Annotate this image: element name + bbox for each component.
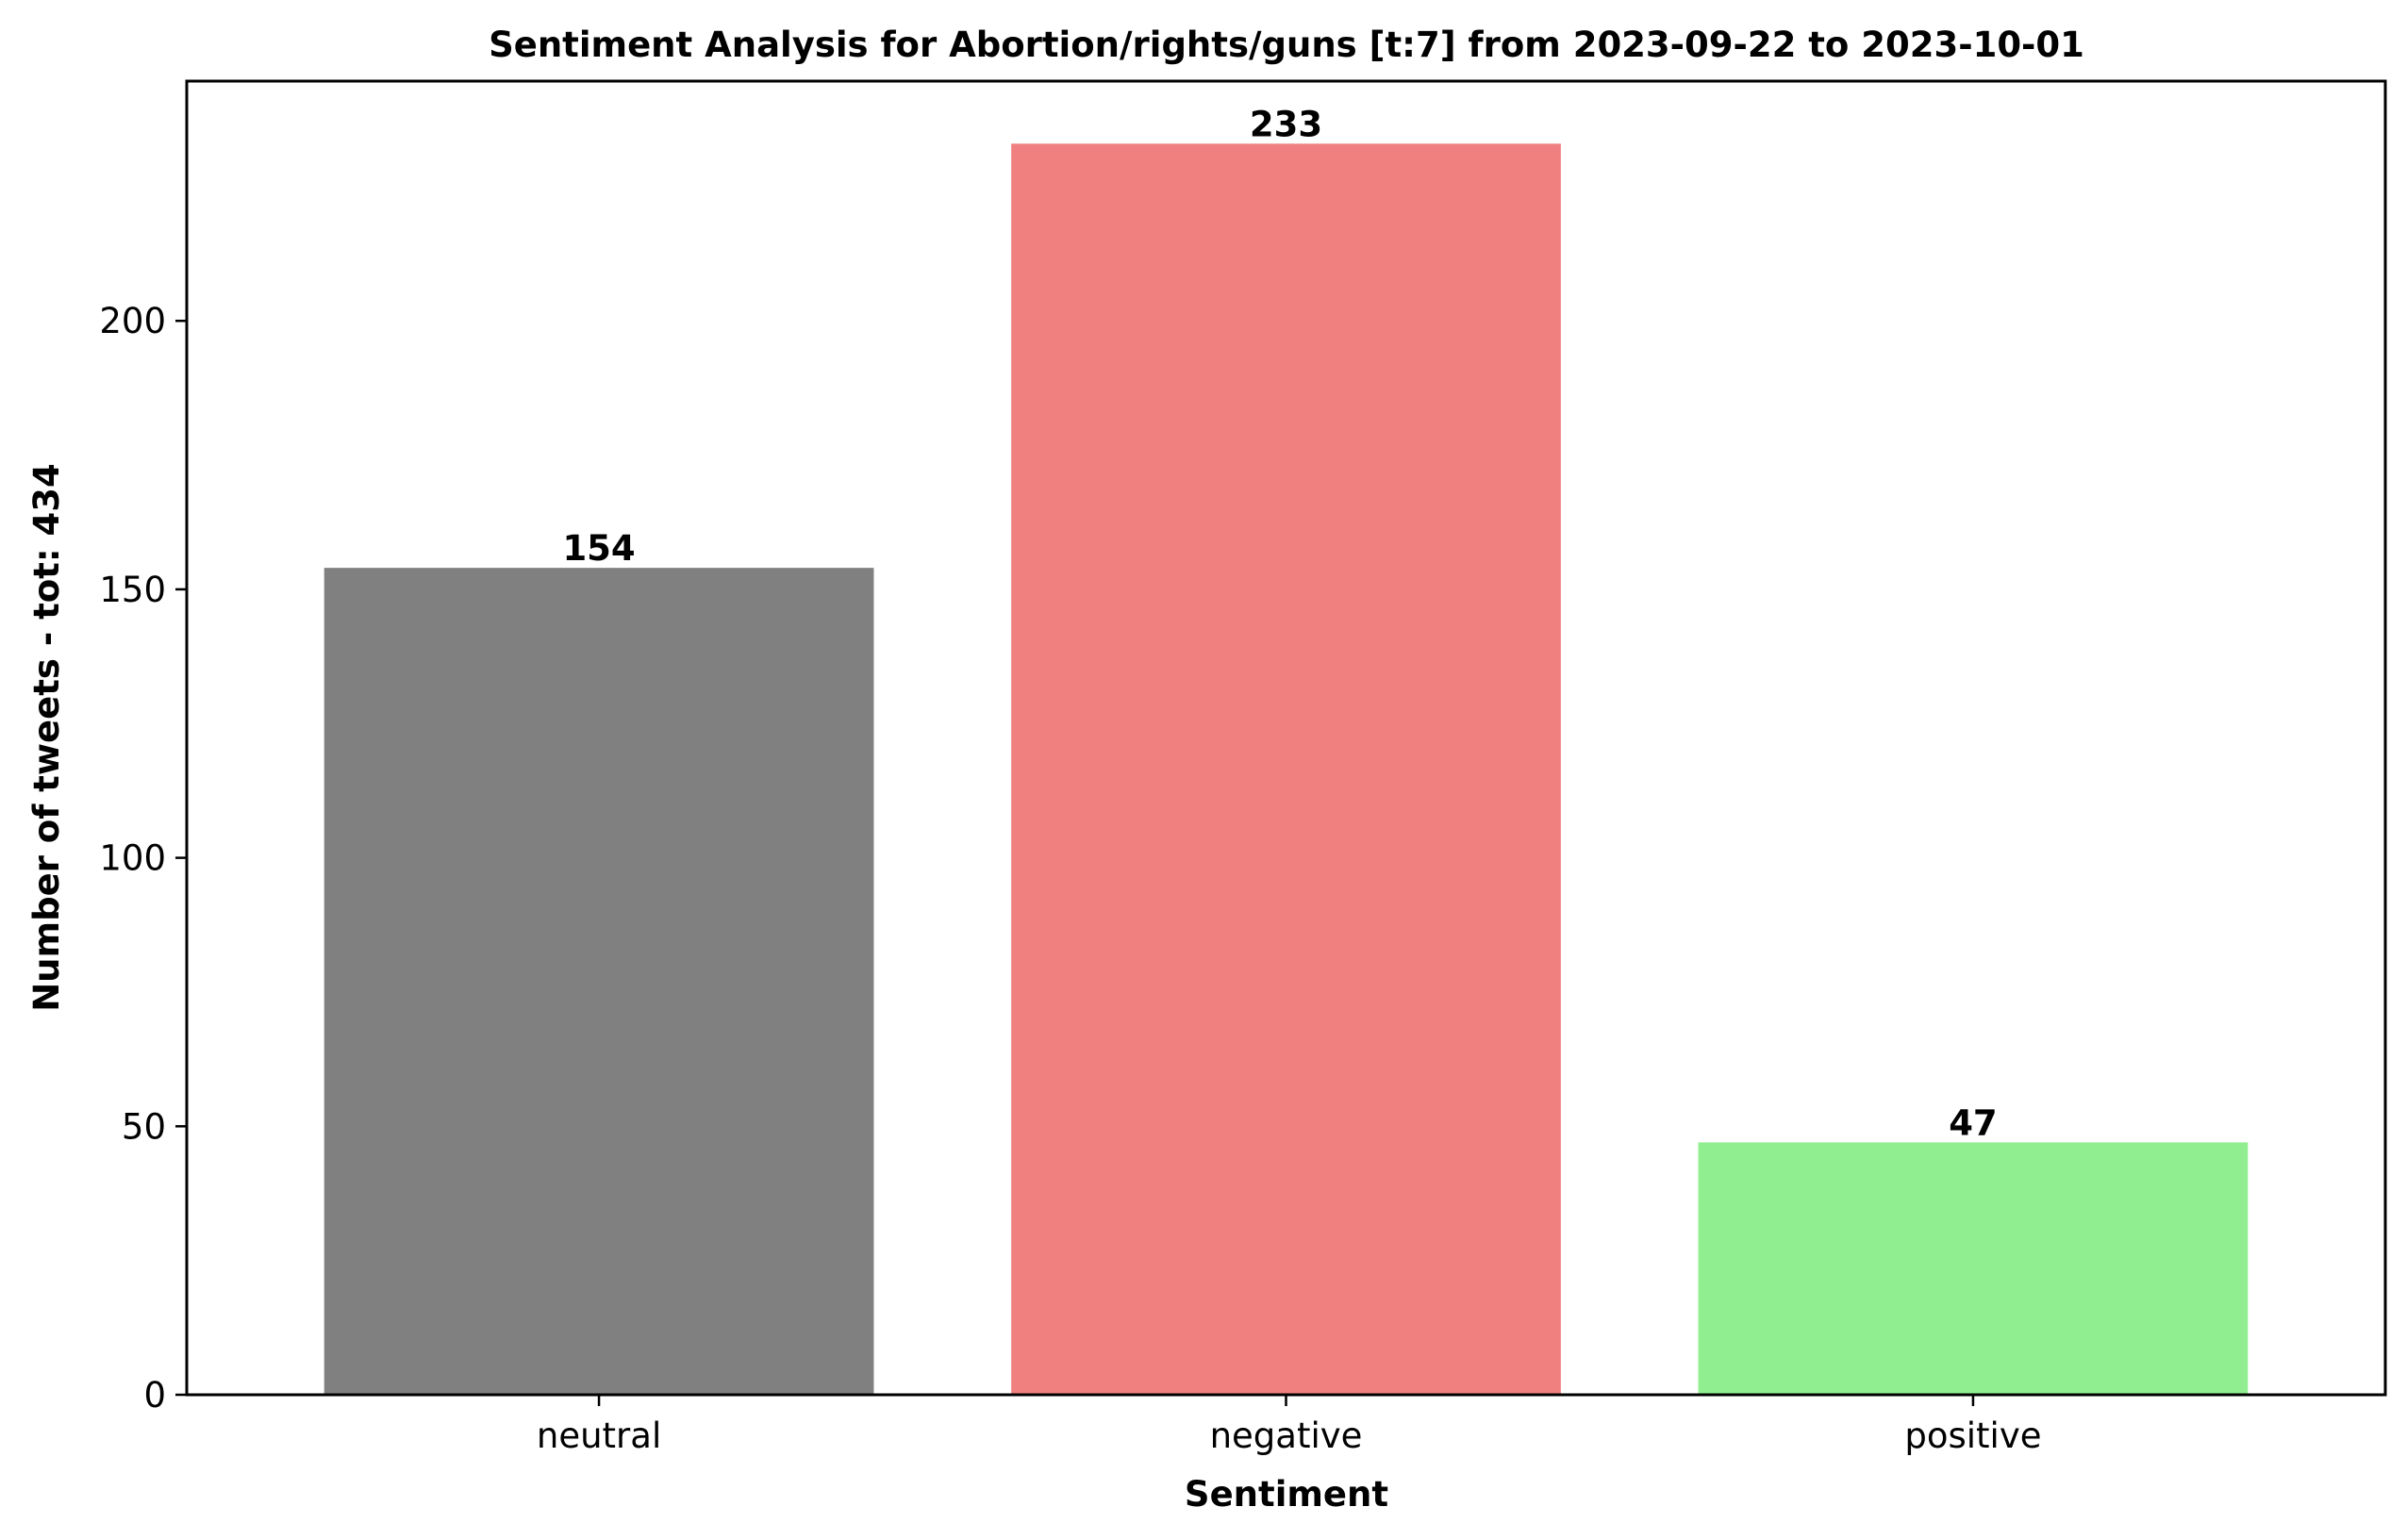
x-tick-label-neutral: neutral <box>537 1416 661 1456</box>
data-labels-group: 154 233 47 <box>562 104 1997 1143</box>
bar-negative <box>1011 143 1561 1395</box>
x-tick-label-negative: negative <box>1210 1416 1363 1456</box>
chart-title: Sentiment Analysis for Abortion/rights/g… <box>489 25 2084 65</box>
x-axis: neutral negative positive <box>537 1395 2042 1456</box>
y-axis: 0 50 100 150 200 <box>99 301 187 1416</box>
y-tick-label-100: 100 <box>99 838 166 879</box>
bar-neutral <box>324 568 874 1395</box>
data-label-positive: 47 <box>1949 1102 1998 1143</box>
y-tick-label-0: 0 <box>143 1375 166 1416</box>
data-label-neutral: 154 <box>562 528 635 569</box>
y-tick-label-150: 150 <box>99 570 166 610</box>
x-axis-label: Sentiment <box>1185 1474 1388 1515</box>
x-tick-label-positive: positive <box>1904 1416 2041 1456</box>
y-axis-label: Number of tweets - tot: 434 <box>26 463 67 1012</box>
bars-group <box>324 143 2249 1395</box>
y-tick-label-50: 50 <box>122 1106 166 1147</box>
y-tick-label-200: 200 <box>99 301 166 341</box>
bar-positive <box>1698 1142 2249 1395</box>
data-label-negative: 233 <box>1250 104 1322 144</box>
